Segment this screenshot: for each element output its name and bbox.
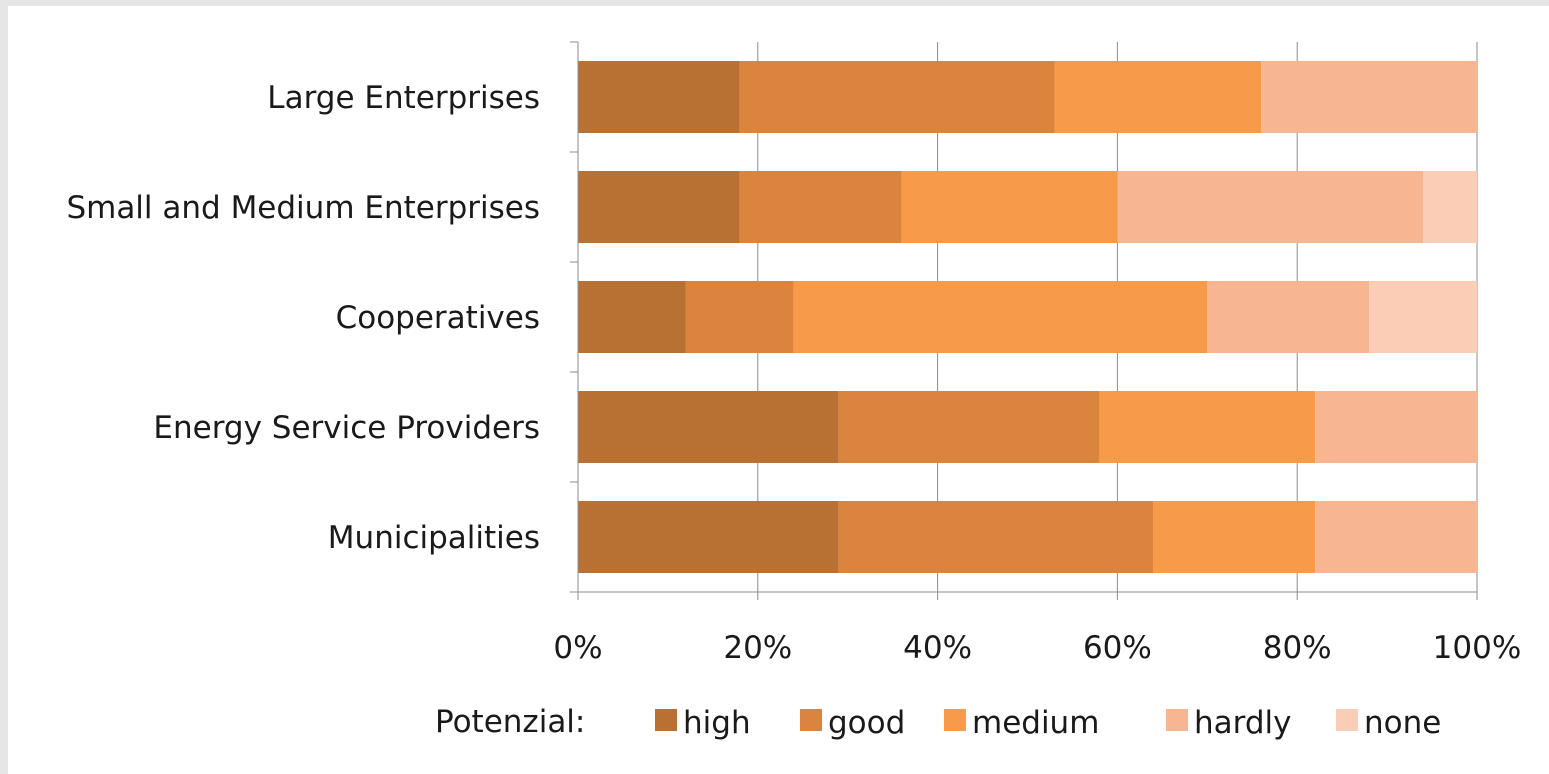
legend-swatch-medium [944,709,966,731]
bar-segment-medium [1153,501,1316,573]
x-tick-label: 40% [903,630,972,666]
bar-segment-medium [1099,391,1316,463]
bar-segment-good [838,391,1100,463]
category-label: Energy Service Providers [153,410,540,446]
bar-segment-good [838,501,1154,573]
bar-layer [578,61,1477,573]
category-label: Small and Medium Enterprises [66,190,540,226]
x-tick-label: 80% [1263,630,1332,666]
chart-panel: Large Enterprises Small and Medium Enterp… [8,6,1549,774]
legend-swatch-hardly [1166,709,1188,731]
bar-segment-hardly [1117,171,1424,243]
category-label: Large Enterprises [267,80,540,116]
legend-swatch-good [800,709,822,731]
category-label-layer: Large Enterprises Small and Medium Enterp… [66,80,540,556]
bar-segment-medium [793,281,1208,353]
bar-segment-high [578,171,740,243]
bar-segment-high [578,61,740,133]
category-label: Municipalities [328,520,540,556]
bar-segment-hardly [1315,501,1477,573]
bar-segment-none [1423,171,1477,243]
legend-label-good: good [828,705,905,741]
bar-segment-good [739,61,1055,133]
legend-label-none: none [1364,705,1441,741]
legend-swatch-high [655,709,677,731]
bar-segment-medium [1054,61,1262,133]
axis-layer [570,41,1477,600]
category-label: Cooperatives [336,300,540,336]
legend-title: Potenzial: [435,704,585,740]
legend-label-medium: medium [972,705,1099,741]
tick-label-layer: 0% 20% 40% 60% 80% 100% [553,630,1521,666]
stacked-bar-chart: Large Enterprises Small and Medium Enterp… [66,41,1521,741]
bar-segment-medium [901,171,1118,243]
bar-segment-high [578,501,839,573]
bar-segment-hardly [1207,281,1370,353]
x-tick-label: 100% [1433,630,1522,666]
legend-label-hardly: hardly [1194,705,1291,741]
x-tick-label: 0% [553,630,602,666]
bar-segment-none [1369,281,1477,353]
bar-segment-good [739,171,902,243]
x-tick-label: 20% [723,630,792,666]
legend-label-high: high [683,705,751,741]
legend: Potenzial: high good medium hardly none [435,704,1441,741]
bar-segment-good [685,281,794,353]
bar-segment-hardly [1261,61,1477,133]
x-tick-label: 60% [1083,630,1152,666]
bar-segment-high [578,391,839,463]
legend-swatch-none [1336,709,1358,731]
bar-segment-hardly [1315,391,1477,463]
bar-segment-high [578,281,686,353]
